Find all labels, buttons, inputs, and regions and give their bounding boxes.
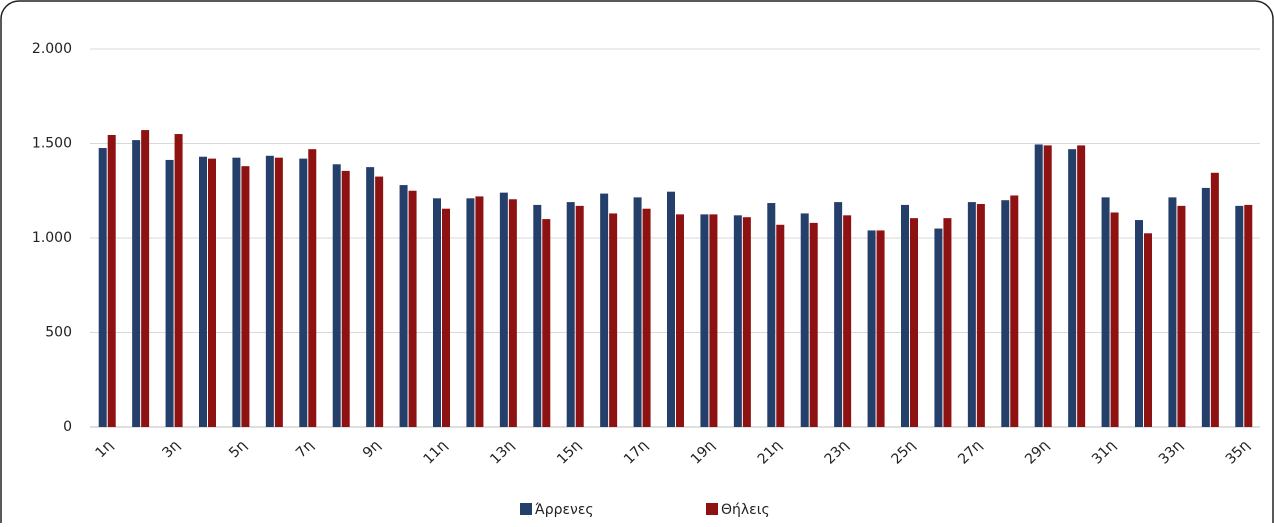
bar [208,158,216,427]
bar [1135,220,1143,427]
bar [1168,197,1177,427]
bar [533,204,542,427]
bar [1043,145,1052,427]
bar [399,185,408,427]
bar [1077,145,1086,427]
bar [967,202,976,427]
bar [308,149,317,428]
bar [274,157,283,428]
bar [667,191,675,427]
bar [901,204,909,427]
bar [466,198,475,427]
bar [332,164,341,428]
bar [508,199,517,427]
bar [566,202,575,427]
bar [107,134,116,427]
bar [1034,144,1043,427]
bar [767,203,776,427]
legend-label: Άρρενες [535,502,594,518]
bar [943,218,952,427]
bar [366,167,375,427]
bar [265,155,274,427]
bar [232,157,241,428]
bar [1101,197,1110,427]
bar [609,213,618,427]
bar [141,130,150,427]
bar [575,205,584,427]
bar [676,214,684,427]
bar [910,218,918,427]
bar [709,214,718,427]
bar [700,214,709,427]
bar [1177,205,1186,427]
bar [408,190,417,427]
bar [600,193,609,427]
bar [976,203,985,427]
bar [867,230,876,427]
y-tick-label: 1.500 [32,136,72,152]
bar [499,192,508,427]
bar [742,217,751,427]
bar [642,208,651,427]
y-tick-label: 1.000 [32,230,72,246]
bar [1235,205,1244,427]
bar [442,208,450,427]
bar [834,202,843,427]
bar [299,158,308,427]
bar [241,166,250,427]
bar [132,140,141,427]
bar [1110,212,1119,427]
bar [542,219,551,427]
legend-swatch [706,503,718,515]
bar [1068,149,1077,428]
bar [809,222,818,427]
bar [1001,200,1010,427]
bar [776,224,785,427]
legend-swatch [520,503,532,515]
bar [174,134,183,428]
y-tick-label: 0 [63,419,72,435]
bar [98,148,107,427]
bar [1010,195,1019,427]
bar [199,156,207,428]
bar [843,215,852,427]
bar [1201,187,1210,427]
bar [165,159,174,427]
bar [375,176,384,427]
bar [1144,233,1152,427]
bar [1244,204,1253,427]
bar [1210,172,1219,427]
bar [876,230,885,427]
bar [800,213,809,427]
bar [341,170,350,427]
y-tick-label: 2.000 [32,41,72,57]
bar [633,197,642,427]
bar [934,228,943,427]
legend-label: Θήλεις [721,502,770,518]
bar [733,215,742,427]
bar [433,198,441,427]
bar [475,196,484,427]
y-tick-label: 500 [45,325,72,341]
